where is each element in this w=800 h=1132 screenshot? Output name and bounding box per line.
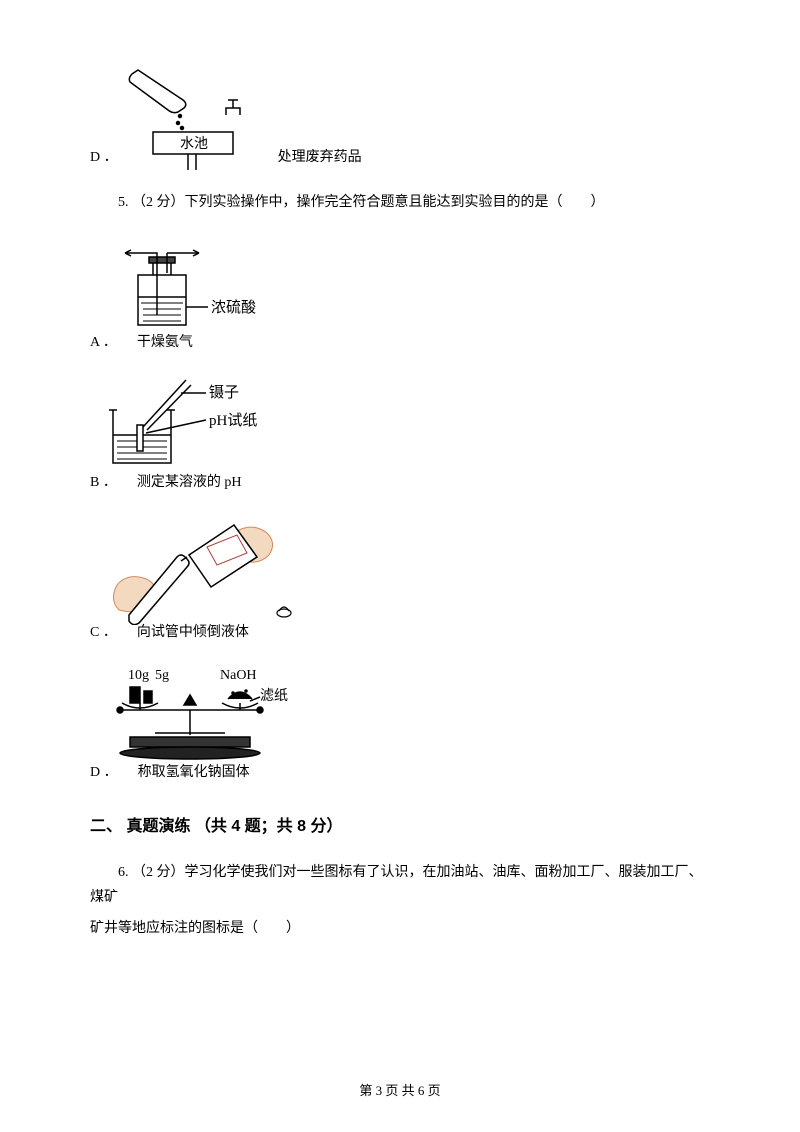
q5-points: （2 分）: [132, 195, 185, 210]
option-d-label: D ．: [90, 145, 118, 170]
section-2-header: 二、 真题演练 （共 4 题；共 8 分）: [90, 813, 710, 842]
ph-test-diagram: 镊子 pH试纸: [91, 375, 291, 475]
q6-stem: 6. （2 分）学习化学使我们对一些图标有了认识，在加油站、油库、面粉加工厂、服…: [90, 860, 710, 942]
filter-paper-label: 滤纸: [260, 688, 288, 704]
page-footer: 第 3 页 共 6 页: [0, 1079, 800, 1102]
ph-paper-label: pH试纸: [209, 412, 257, 429]
q6-number: 6.: [118, 865, 129, 880]
naoh-label: NaOH: [220, 668, 257, 683]
q5-option-c: C ． 向试管中倾倒液体: [90, 515, 710, 645]
tweezers-label: 镊子: [209, 384, 239, 401]
weight-5g-label: 5g: [155, 668, 169, 683]
pouring-liquid-diagram: [99, 515, 309, 625]
q5-number: 5.: [118, 195, 129, 210]
waste-disposal-diagram: 水池: [128, 60, 268, 170]
q6-points: （2 分）: [132, 865, 185, 880]
balance-diagram: 10g 5g NaOH 滤纸: [100, 665, 310, 765]
prev-option-d: D ． 水池 处理废弃药品: [90, 60, 710, 170]
q6-line2: 矿井等地应标注的图标是（ ）: [90, 916, 710, 941]
sulfuric-acid-label: 浓硫酸: [211, 299, 256, 316]
q5-option-d: D ． 称取氢氧化钠固体 10g 5g NaOH 滤纸: [90, 665, 710, 785]
weight-10g-label: 10g: [128, 668, 149, 683]
q5-option-a: A ． 干燥氨气: [90, 235, 710, 355]
q5-stem: 5. （2 分）下列实验操作中，操作完全符合题意且能达到实验目的的是（ ）: [90, 190, 710, 215]
q5-stem-text: 下列实验操作中，操作完全符合题意且能达到实验目的的是（ ）: [185, 195, 605, 210]
option-d-text: 处理废弃药品: [278, 145, 362, 170]
gas-washing-bottle-diagram: 浓硫酸: [113, 235, 283, 335]
pool-label: 水池: [180, 136, 208, 152]
q5-option-b: B ． 测定某溶液的 pH: [90, 375, 710, 495]
